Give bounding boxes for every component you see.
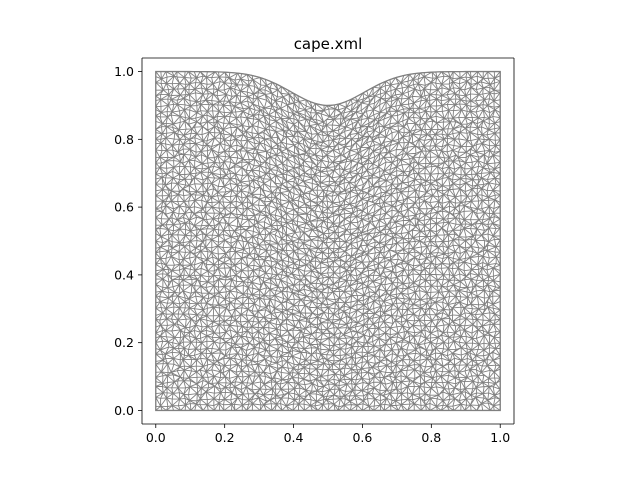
y-tick-label: 1.0 bbox=[114, 64, 134, 79]
y-tick-label: 0.2 bbox=[114, 335, 134, 350]
x-tick-label: 0.8 bbox=[421, 430, 441, 445]
x-tick-label: 0.2 bbox=[215, 430, 235, 445]
x-tick-label: 0.4 bbox=[284, 430, 304, 445]
y-tick-label: 0.6 bbox=[114, 200, 134, 215]
plot-area bbox=[142, 58, 514, 424]
axes-spines bbox=[141, 57, 515, 425]
x-tick-label: 0.0 bbox=[146, 430, 166, 445]
y-tick-label: 0.8 bbox=[114, 132, 134, 147]
x-axis: 0.0 0.2 0.4 0.6 0.8 1.0 bbox=[146, 424, 510, 445]
mesh bbox=[155, 70, 501, 412]
y-tick-label: 0.0 bbox=[114, 403, 134, 418]
x-tick-label: 0.6 bbox=[352, 430, 372, 445]
chart-title: cape.xml bbox=[294, 35, 363, 53]
y-tick-label: 0.4 bbox=[114, 267, 134, 282]
y-axis: 0.0 0.2 0.4 0.6 0.8 1.0 bbox=[114, 64, 142, 418]
mesh-boundary bbox=[155, 70, 501, 412]
x-tick-label: 1.0 bbox=[490, 430, 510, 445]
